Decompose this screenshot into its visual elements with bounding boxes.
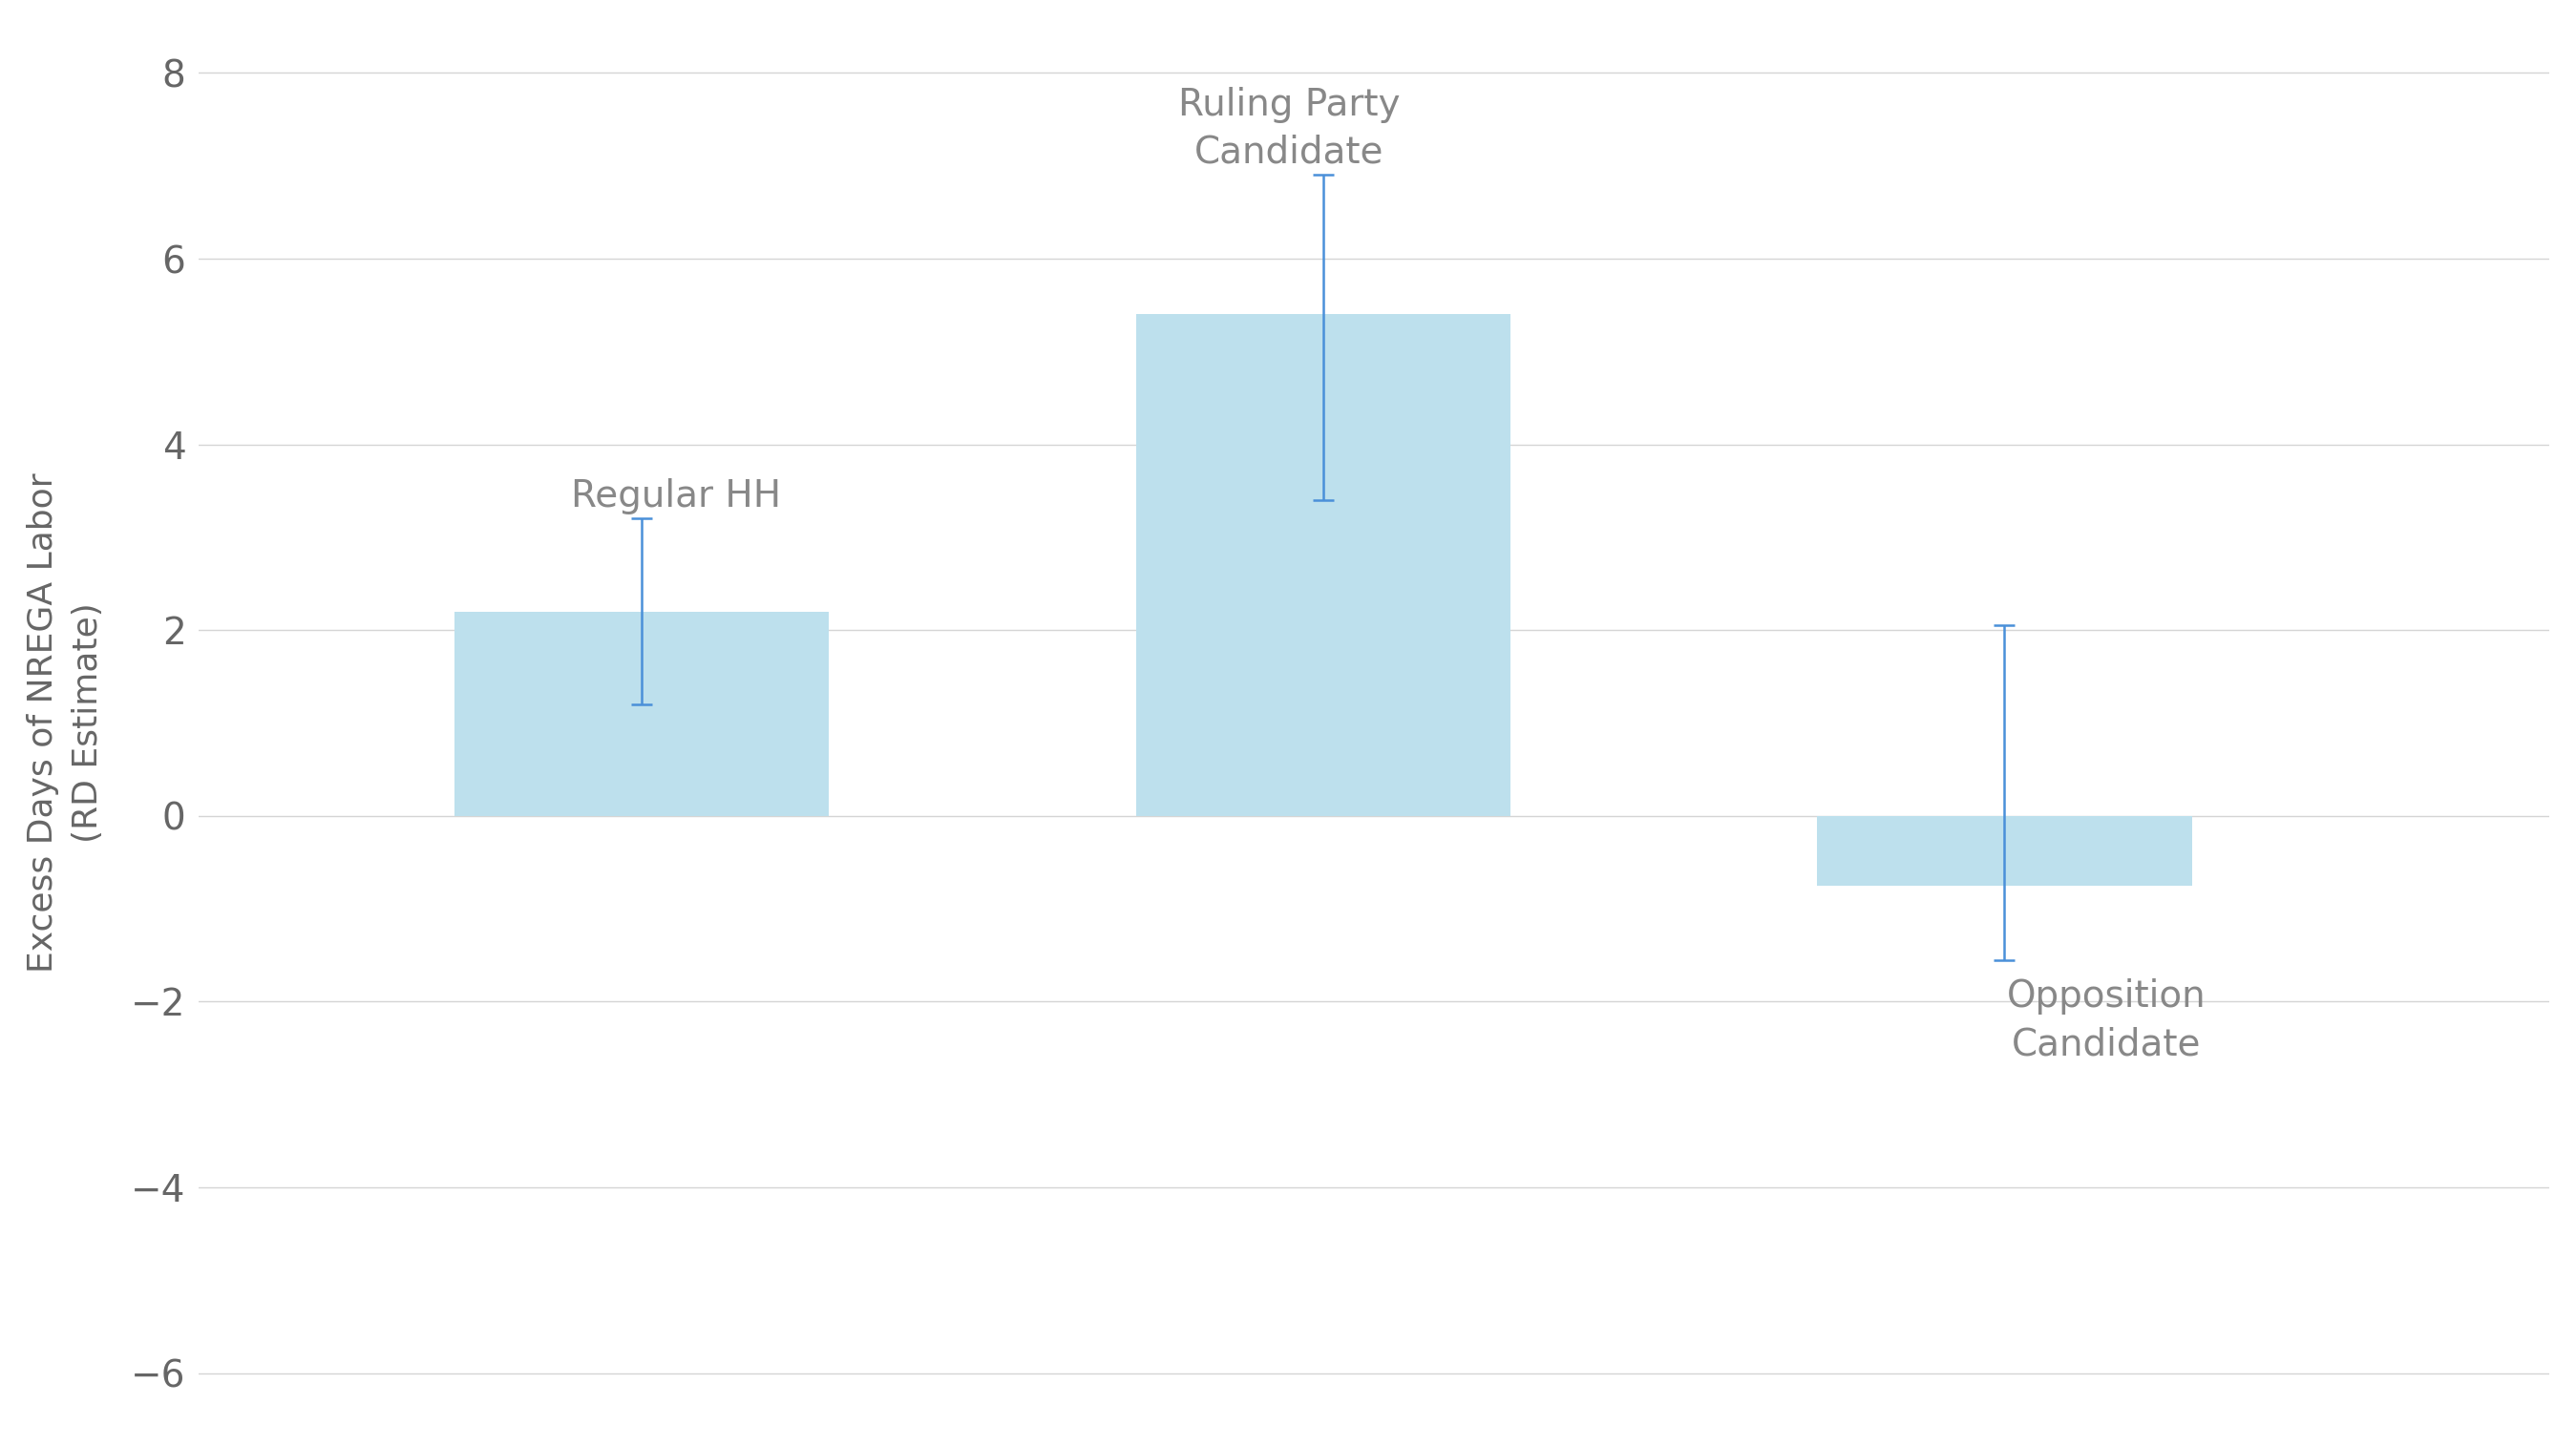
Y-axis label: Excess Days of NREGA Labor
(RD Estimate): Excess Days of NREGA Labor (RD Estimate): [26, 473, 106, 973]
Bar: [453, 612, 829, 816]
Bar: [1136, 314, 1510, 816]
Bar: [1816, 816, 2192, 885]
Text: Regular HH: Regular HH: [572, 477, 781, 515]
Text: Opposition
Candidate: Opposition Candidate: [2007, 979, 2205, 1063]
Text: Ruling Party
Candidate: Ruling Party Candidate: [1177, 87, 1401, 171]
